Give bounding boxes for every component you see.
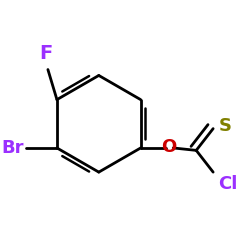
Text: Cl: Cl bbox=[218, 174, 237, 192]
Text: Br: Br bbox=[2, 139, 24, 157]
Text: O: O bbox=[161, 138, 176, 156]
Text: F: F bbox=[39, 44, 52, 64]
Text: S: S bbox=[219, 117, 232, 135]
